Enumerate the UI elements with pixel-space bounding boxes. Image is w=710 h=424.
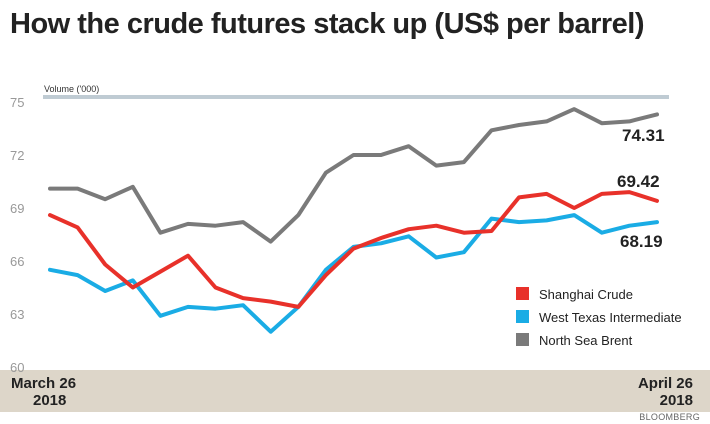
data-point: [601, 232, 603, 234]
data-point: [297, 214, 299, 216]
data-point: [77, 226, 79, 228]
data-point: [77, 188, 79, 190]
data-point: [518, 221, 520, 223]
data-point: [490, 218, 492, 220]
data-point: [49, 269, 51, 271]
data-point: [187, 306, 189, 308]
data-point: [104, 198, 106, 200]
data-point: [77, 274, 79, 276]
x-start-label-line2: 2018: [33, 392, 66, 409]
data-point: [601, 193, 603, 195]
data-point: [242, 221, 244, 223]
y-axis-ticks: 75 72 69 66 63 60: [10, 95, 24, 375]
y-tick-label: 69: [10, 201, 24, 216]
data-point: [573, 214, 575, 216]
y-tick-label: 63: [10, 307, 24, 322]
data-point: [601, 122, 603, 124]
data-point: [546, 219, 548, 221]
data-point: [159, 271, 161, 273]
data-point: [490, 230, 492, 232]
data-point: [159, 315, 161, 317]
data-point: [573, 108, 575, 110]
data-point: [656, 113, 658, 115]
data-point: [270, 241, 272, 243]
data-point: [546, 120, 548, 122]
data-point: [435, 256, 437, 258]
x-axis-band: [0, 370, 710, 412]
data-point: [242, 297, 244, 299]
data-point: [325, 274, 327, 276]
data-point: [435, 225, 437, 227]
y-tick-label: 60: [10, 360, 24, 375]
data-point: [353, 248, 354, 250]
data-point: [132, 186, 134, 188]
x-end-label-line2: 2018: [660, 392, 693, 409]
end-label-2: 74.31: [622, 126, 665, 145]
data-point: [49, 188, 51, 190]
legend-label-2: North Sea Brent: [539, 333, 633, 348]
series-line-2: [48, 107, 659, 244]
data-point: [215, 308, 217, 310]
x-end-label-line1: April 26: [638, 375, 693, 392]
data-point: [380, 242, 382, 244]
data-point: [380, 154, 382, 156]
data-point: [463, 251, 465, 253]
data-point: [242, 304, 244, 306]
data-point: [215, 287, 217, 288]
data-point: [132, 287, 134, 288]
data-point: [573, 207, 575, 209]
x-start-label-line1: March 26: [11, 375, 76, 392]
source-label: BLOOMBERG: [639, 412, 700, 422]
data-point: [656, 221, 658, 223]
data-point: [353, 154, 354, 156]
data-point: [187, 223, 189, 225]
data-point: [518, 196, 520, 198]
legend: Shanghai Crude West Texas Intermediate Nor…: [516, 287, 682, 348]
volume-label: Volume ('000): [44, 84, 99, 94]
data-point: [628, 120, 630, 122]
data-point: [518, 124, 520, 126]
data-point: [463, 161, 465, 163]
data-point: [187, 255, 189, 257]
legend-swatch-2: [516, 333, 529, 346]
y-tick-label: 75: [10, 95, 24, 110]
data-point: [325, 269, 327, 271]
legend-label-0: Shanghai Crude: [539, 287, 633, 302]
data-point: [270, 301, 272, 303]
data-point: [104, 290, 106, 292]
end-labels: 69.42 68.19 74.31: [617, 126, 665, 251]
series-lines: [48, 107, 659, 334]
data-point: [270, 331, 272, 333]
data-point: [628, 225, 630, 227]
data-point: [490, 129, 492, 131]
legend-label-1: West Texas Intermediate: [539, 310, 682, 325]
y-tick-label: 66: [10, 254, 24, 269]
data-point: [49, 214, 51, 216]
chart-title: How the crude futures stack up (US$ per …: [10, 8, 644, 40]
data-point: [325, 172, 327, 174]
volume-bar: [43, 95, 669, 99]
data-point: [380, 237, 382, 239]
data-point: [215, 225, 217, 227]
data-point: [435, 165, 437, 167]
data-point: [159, 232, 161, 234]
legend-swatch-0: [516, 287, 529, 300]
end-label-1: 68.19: [620, 232, 663, 251]
data-point: [408, 228, 410, 230]
legend-swatch-1: [516, 310, 529, 323]
end-label-0: 69.42: [617, 172, 660, 191]
data-point: [408, 145, 410, 147]
data-point: [628, 191, 630, 193]
data-point: [104, 264, 106, 266]
data-point: [656, 200, 658, 202]
data-point: [297, 306, 299, 308]
data-point: [546, 193, 548, 195]
data-point: [408, 235, 410, 237]
y-tick-label: 72: [10, 148, 24, 163]
data-point: [132, 279, 134, 281]
data-point: [463, 232, 465, 234]
